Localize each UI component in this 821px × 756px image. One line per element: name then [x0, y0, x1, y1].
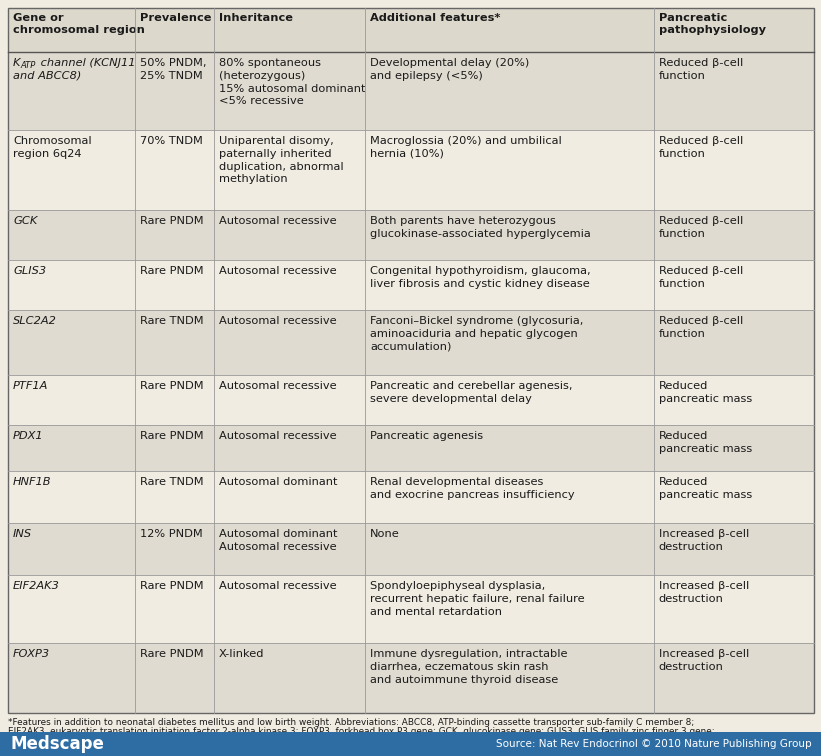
Text: Reduced
pancreatic mass: Reduced pancreatic mass — [658, 431, 752, 454]
Text: Spondyloepiphyseal dysplasia,
recurrent hepatic failure, renal failure
and menta: Spondyloepiphyseal dysplasia, recurrent … — [370, 581, 585, 617]
Text: 70% TNDM: 70% TNDM — [140, 136, 204, 146]
Text: Reduced β-cell
function: Reduced β-cell function — [658, 216, 743, 239]
Text: K: K — [13, 58, 21, 68]
Text: ATP: ATP — [20, 61, 35, 70]
Bar — [0, 732, 821, 756]
Text: Increased β-cell
destruction: Increased β-cell destruction — [658, 581, 749, 604]
Text: INS: INS — [13, 529, 32, 539]
Text: Reduced
pancreatic mass: Reduced pancreatic mass — [658, 477, 752, 500]
Text: and ABCC8): and ABCC8) — [13, 71, 81, 81]
Text: Autosomal recessive: Autosomal recessive — [218, 316, 336, 326]
Text: Reduced β-cell
function: Reduced β-cell function — [658, 58, 743, 81]
Text: Reduced β-cell
function: Reduced β-cell function — [658, 266, 743, 289]
Text: 50% PNDM,
25% TNDM: 50% PNDM, 25% TNDM — [140, 58, 207, 81]
Text: Gene or
chromosomal region: Gene or chromosomal region — [13, 13, 144, 36]
Text: Source: Nat Rev Endocrinol © 2010 Nature Publishing Group: Source: Nat Rev Endocrinol © 2010 Nature… — [497, 739, 812, 749]
Text: PDX1: PDX1 — [13, 431, 44, 441]
Text: Rare TNDM: Rare TNDM — [140, 316, 204, 326]
Text: Prevalence: Prevalence — [140, 13, 212, 23]
Text: Inheritance: Inheritance — [218, 13, 292, 23]
Text: EIF2AK3, eukaryotic translation initiation factor 2-alpha kinase 3; FOXP3, forkh: EIF2AK3, eukaryotic translation initiati… — [8, 727, 714, 736]
Text: GCK: GCK — [13, 216, 38, 226]
Text: EIF2AK3: EIF2AK3 — [13, 581, 60, 591]
Bar — [8, 471, 814, 523]
Text: Reduced β-cell
function: Reduced β-cell function — [658, 316, 743, 339]
Text: 12% PNDM: 12% PNDM — [140, 529, 203, 539]
Bar — [8, 375, 814, 425]
Text: Autosomal recessive: Autosomal recessive — [218, 581, 336, 591]
Text: PNDM, permanent neonatal diabetes mellitus; PTF1A, pancreas transcription factor: PNDM, permanent neonatal diabetes mellit… — [8, 746, 685, 755]
Text: Developmental delay (20%)
and epilepsy (<5%): Developmental delay (20%) and epilepsy (… — [370, 58, 530, 81]
Text: channel (KCNJ11: channel (KCNJ11 — [37, 58, 135, 68]
Bar — [8, 210, 814, 260]
Text: Fanconi–Bickel syndrome (glycosuria,
aminoaciduria and hepatic glycogen
accumula: Fanconi–Bickel syndrome (glycosuria, ami… — [370, 316, 584, 352]
Bar — [8, 643, 814, 713]
Text: HNF1B, hepatocyte nuclear factor 1 β; INS, insulin; KCNJ11, ATP-sensitive inward: HNF1B, hepatocyte nuclear factor 1 β; IN… — [8, 737, 717, 746]
Text: Autosomal dominant: Autosomal dominant — [218, 477, 337, 487]
Text: Additional features*: Additional features* — [370, 13, 501, 23]
Text: Rare PNDM: Rare PNDM — [140, 381, 204, 391]
Bar — [8, 425, 814, 471]
Text: Pancreatic
pathophysiology: Pancreatic pathophysiology — [658, 13, 766, 36]
Text: Autosomal recessive: Autosomal recessive — [218, 381, 336, 391]
Text: Rare PNDM: Rare PNDM — [140, 431, 204, 441]
Text: GLIS3: GLIS3 — [13, 266, 46, 276]
Text: Reduced β-cell
function: Reduced β-cell function — [658, 136, 743, 159]
Text: FOXP3: FOXP3 — [13, 649, 50, 659]
Text: Reduced
pancreatic mass: Reduced pancreatic mass — [658, 381, 752, 404]
Text: Pancreatic agenesis: Pancreatic agenesis — [370, 431, 484, 441]
Text: Rare PNDM: Rare PNDM — [140, 581, 204, 591]
Text: Rare PNDM: Rare PNDM — [140, 649, 204, 659]
Bar — [8, 310, 814, 375]
Text: *Features in addition to neonatal diabetes mellitus and low birth weight. Abbrev: *Features in addition to neonatal diabet… — [8, 718, 695, 727]
Text: Congenital hypothyroidism, glaucoma,
liver fibrosis and cystic kidney disease: Congenital hypothyroidism, glaucoma, liv… — [370, 266, 590, 289]
Bar — [8, 8, 814, 52]
Text: Medscape: Medscape — [10, 735, 104, 753]
Text: Chromosomal
region 6q24: Chromosomal region 6q24 — [13, 136, 92, 159]
Text: Renal developmental diseases
and exocrine pancreas insufficiency: Renal developmental diseases and exocrin… — [370, 477, 575, 500]
Bar — [8, 523, 814, 575]
Text: Increased β-cell
destruction: Increased β-cell destruction — [658, 649, 749, 672]
Text: 80% spontaneous
(heterozygous)
15% autosomal dominant
<5% recessive: 80% spontaneous (heterozygous) 15% autos… — [218, 58, 365, 107]
Bar — [8, 260, 814, 310]
Text: None: None — [370, 529, 400, 539]
Text: X-linked: X-linked — [218, 649, 264, 659]
Bar — [8, 52, 814, 130]
Text: Both parents have heterozygous
glucokinase-associated hyperglycemia: Both parents have heterozygous glucokina… — [370, 216, 591, 239]
Text: Autosomal recessive: Autosomal recessive — [218, 431, 336, 441]
Text: Autosomal recessive: Autosomal recessive — [218, 216, 336, 226]
Text: PTF1A: PTF1A — [13, 381, 48, 391]
Text: Rare PNDM: Rare PNDM — [140, 216, 204, 226]
Text: Immune dysregulation, intractable
diarrhea, eczematous skin rash
and autoimmune : Immune dysregulation, intractable diarrh… — [370, 649, 567, 685]
Text: Uniparental disomy,
paternally inherited
duplication, abnormal
methylation: Uniparental disomy, paternally inherited… — [218, 136, 343, 184]
Bar — [8, 130, 814, 210]
Text: Autosomal recessive: Autosomal recessive — [218, 266, 336, 276]
Text: HNF1B: HNF1B — [13, 477, 52, 487]
Text: Rare PNDM: Rare PNDM — [140, 266, 204, 276]
Text: Rare TNDM: Rare TNDM — [140, 477, 204, 487]
Text: Increased β-cell
destruction: Increased β-cell destruction — [658, 529, 749, 552]
Text: Macroglossia (20%) and umbilical
hernia (10%): Macroglossia (20%) and umbilical hernia … — [370, 136, 562, 159]
Text: Pancreatic and cerebellar agenesis,
severe developmental delay: Pancreatic and cerebellar agenesis, seve… — [370, 381, 572, 404]
Text: SLC2A2: SLC2A2 — [13, 316, 57, 326]
Text: Autosomal dominant
Autosomal recessive: Autosomal dominant Autosomal recessive — [218, 529, 337, 552]
Bar — [8, 575, 814, 643]
